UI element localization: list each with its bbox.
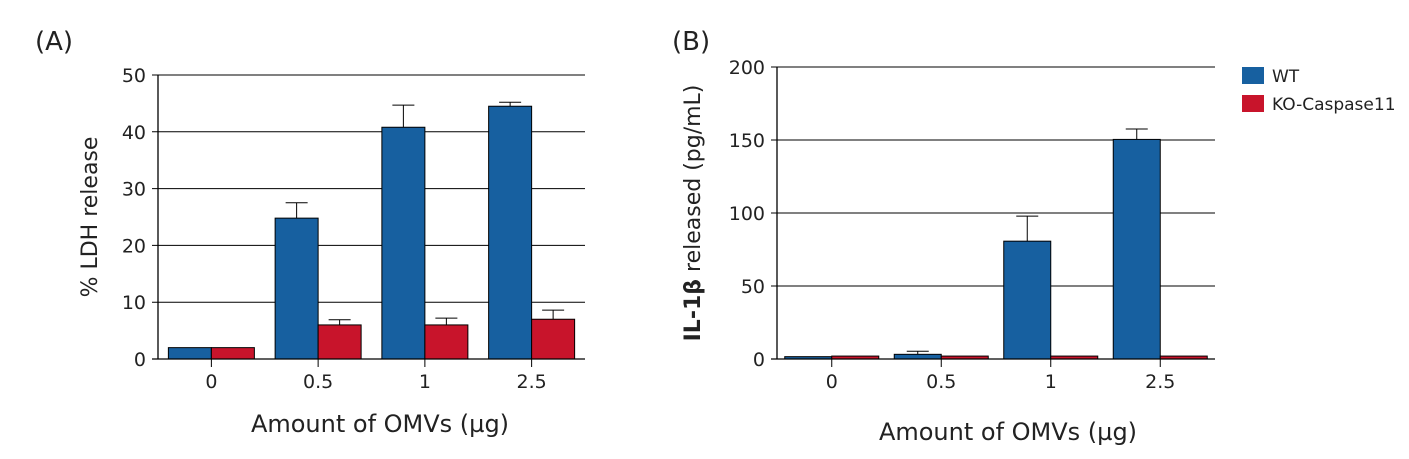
- panel-a-plot: 0 10 20 30 40 50 0 0.5 1 2.5: [122, 65, 585, 393]
- legend-swatch-ko: [1242, 95, 1264, 112]
- x-tick-label: 0.5: [926, 371, 956, 393]
- x-tick-label: 0: [826, 371, 838, 393]
- legend-label-wt: WT: [1272, 67, 1300, 87]
- bar-wt: [274, 217, 319, 360]
- x-tick-label: 1: [1045, 371, 1057, 393]
- bar-wt: [488, 105, 533, 360]
- bar-ko-caspase11: [424, 324, 469, 360]
- y-tick-label: 0: [134, 349, 146, 371]
- bar-wt: [893, 353, 942, 360]
- y-tick-label: 50: [741, 276, 765, 298]
- y-tick-label: 30: [122, 179, 146, 201]
- y-tick-label: 10: [122, 292, 146, 314]
- legend-label-ko: KO-Caspase11: [1272, 95, 1396, 115]
- panel-a-label: (A): [35, 27, 73, 57]
- x-tick-label: 1: [419, 371, 431, 393]
- bar-ko-caspase11: [317, 324, 362, 360]
- panel-b-label: (B): [672, 27, 710, 57]
- bar-wt: [167, 347, 212, 360]
- y-tick-label: 40: [122, 122, 146, 144]
- panel-b-ylabel-rest: released (pg/mL): [681, 85, 706, 279]
- legend-swatch-wt: [1242, 67, 1264, 84]
- panel-b-plot: 0 50 100 150 200 0 0.5 1 2.5: [729, 57, 1215, 393]
- panel-a-xlabel: Amount of OMVs (µg): [251, 410, 509, 438]
- panel-b-ylabel-bold: IL-1β: [681, 279, 706, 341]
- bar-wt: [1112, 138, 1161, 360]
- y-tick-label: 0: [753, 349, 765, 371]
- bar-wt: [1003, 240, 1052, 360]
- panel-a-ylabel: % LDH release: [78, 137, 103, 298]
- x-tick-label: 0.5: [303, 371, 333, 393]
- panel-b-xlabel: Amount of OMVs (µg): [879, 418, 1137, 446]
- bar-ko-caspase11: [531, 318, 576, 360]
- bar-wt: [381, 126, 426, 360]
- x-tick-label: 2.5: [517, 371, 547, 393]
- y-tick-label: 200: [729, 57, 765, 79]
- bar-ko-caspase11: [210, 347, 255, 360]
- y-tick-label: 20: [122, 235, 146, 257]
- panel-b-ylabel: IL-1β released (pg/mL): [681, 85, 706, 342]
- y-tick-label: 50: [122, 65, 146, 87]
- y-tick-label: 100: [729, 203, 765, 225]
- y-tick-label: 150: [729, 130, 765, 152]
- x-tick-label: 0: [205, 371, 217, 393]
- x-tick-label: 2.5: [1145, 371, 1175, 393]
- legend: WT KO-Caspase11: [1242, 67, 1396, 115]
